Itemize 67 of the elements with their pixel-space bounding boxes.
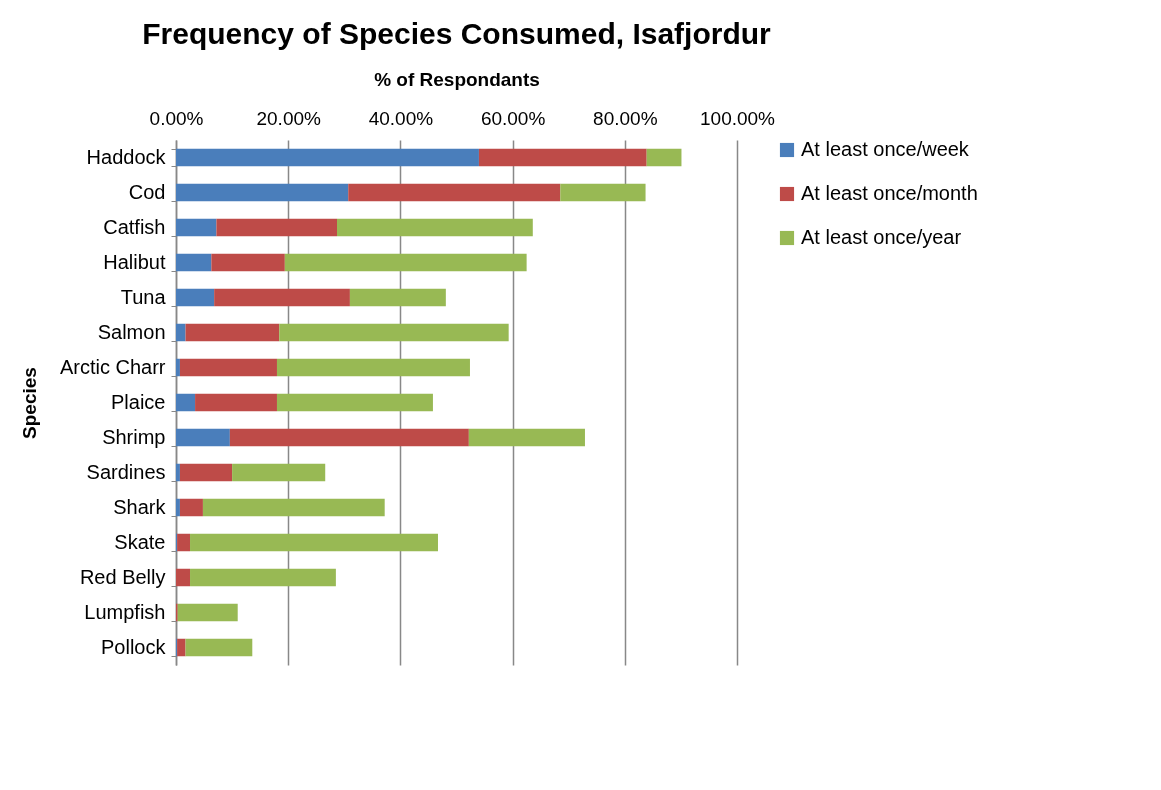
bar: [176, 148, 479, 167]
legend-label: At least once/year: [801, 226, 962, 248]
bar: [179, 358, 277, 377]
x-tick-label: 40.00%: [368, 107, 434, 129]
bar: [349, 288, 446, 307]
y-tick-label: Salmon: [97, 321, 166, 343]
y-tick-label: Tuna: [120, 286, 167, 308]
y-tick-label: Cod: [128, 181, 166, 203]
bar: [190, 568, 336, 587]
bar: [195, 393, 277, 412]
y-tick-label: Skate: [114, 531, 166, 553]
y-tick-label: Sardines: [86, 461, 166, 483]
x-tick-label: 60.00%: [480, 107, 546, 129]
bar: [176, 463, 180, 482]
x-axis-title: % of Respondants: [374, 68, 540, 90]
bar: [176, 393, 196, 412]
bar: [176, 183, 349, 202]
bar: [185, 638, 253, 657]
bar: [214, 288, 350, 307]
bar: [468, 428, 585, 447]
bar: [560, 183, 646, 202]
bar: [177, 533, 191, 552]
x-tick-label: 0.00%: [149, 107, 204, 129]
x-tick-label: 100.00%: [699, 107, 776, 129]
bar: [232, 463, 326, 482]
bar: [179, 463, 233, 482]
y-tick-label: Halibut: [103, 251, 166, 273]
legend-label: At least once/week: [801, 138, 970, 160]
bar: [216, 218, 338, 237]
y-tick-label: Lumpfish: [84, 601, 166, 623]
bar: [179, 498, 203, 517]
bar: [176, 288, 215, 307]
bar: [646, 148, 682, 167]
y-tick-label: Pollock: [101, 636, 167, 658]
y-tick-label: Plaice: [111, 391, 166, 413]
bar: [478, 148, 647, 167]
bar: [337, 218, 533, 237]
y-tick-label: Shark: [113, 496, 167, 518]
bar: [176, 358, 180, 377]
y-tick-label: Haddock: [86, 146, 167, 168]
chart-title: Frequency of Species Consumed, Isafjordur: [142, 17, 772, 50]
bar: [211, 253, 285, 272]
y-tick-label: Red Belly: [79, 566, 166, 588]
y-tick-label: Shrimp: [102, 426, 166, 448]
bar: [276, 393, 433, 412]
bar: [176, 218, 217, 237]
bar: [176, 253, 212, 272]
y-tick-label: Catfish: [103, 216, 166, 238]
bar: [276, 358, 470, 377]
bar: [185, 323, 280, 342]
bar: [229, 428, 469, 447]
bar: [202, 498, 385, 517]
bar: [279, 323, 509, 342]
bar: [177, 638, 186, 657]
bar: [176, 323, 186, 342]
bar: [284, 253, 527, 272]
bar: [176, 568, 191, 587]
x-tick-label: 80.00%: [593, 107, 658, 129]
bar: [176, 428, 230, 447]
y-axis-title: Species: [18, 367, 40, 439]
bar: [190, 533, 438, 552]
bar: [177, 603, 238, 622]
legend-label: At least once/month: [801, 182, 978, 204]
bar: [348, 183, 561, 202]
y-tick-label: Arctic Charr: [59, 356, 166, 378]
x-tick-label: 20.00%: [256, 107, 322, 129]
bar: [176, 498, 180, 517]
